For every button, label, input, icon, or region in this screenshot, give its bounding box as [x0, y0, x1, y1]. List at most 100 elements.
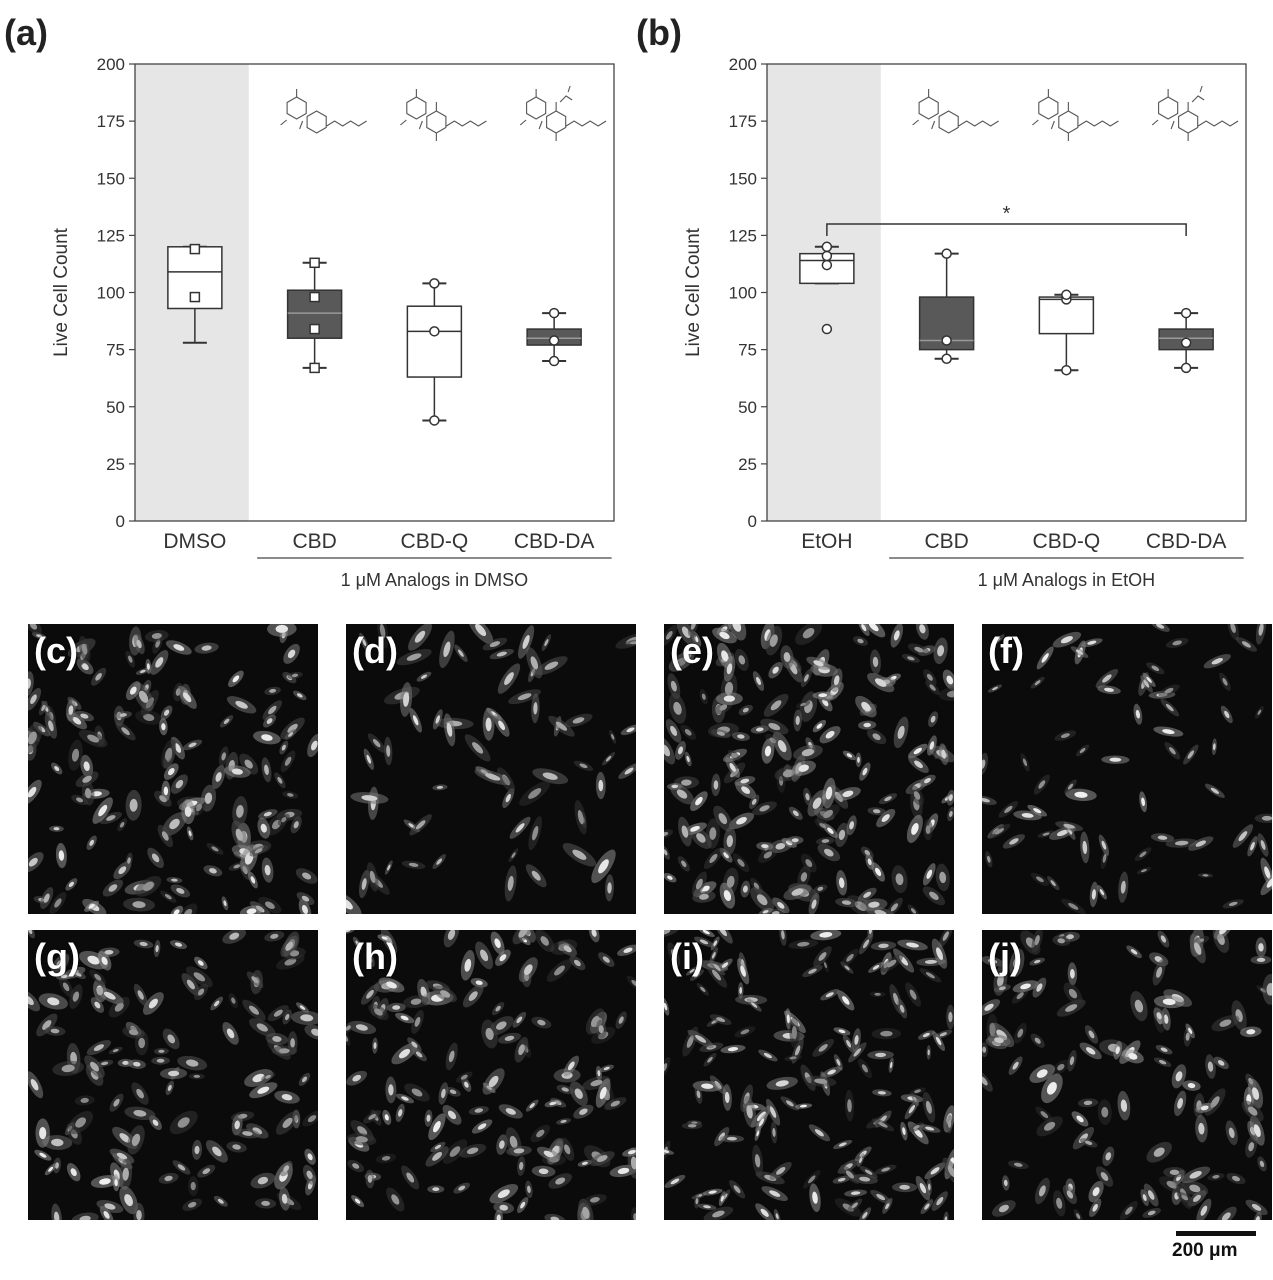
cell-nucleus — [113, 1098, 120, 1107]
cell-nucleus — [232, 1144, 241, 1150]
cell-nucleus — [477, 1123, 487, 1130]
cell-nucleus — [700, 986, 706, 992]
cell-nucleus — [174, 942, 183, 947]
cell-nucleus — [818, 693, 828, 698]
cell-nucleus — [890, 903, 899, 912]
cell-nucleus — [1264, 866, 1271, 879]
cell-nucleus — [927, 1049, 930, 1056]
cell-nucleus — [302, 904, 308, 914]
cell-nucleus — [1115, 1046, 1120, 1055]
cell-nucleus — [496, 1214, 501, 1220]
cell-nucleus — [791, 888, 804, 896]
cell-nucleus — [100, 1061, 109, 1066]
cell-nucleus — [670, 1178, 680, 1185]
cell-nucleus — [411, 1088, 423, 1097]
cell-nucleus — [811, 899, 817, 909]
cell-nucleus — [686, 755, 690, 763]
cell-nucleus — [1033, 808, 1042, 814]
cell-nucleus — [579, 1108, 588, 1115]
cell-nucleus — [992, 686, 998, 691]
structure-icon-b-1 — [912, 89, 999, 134]
cell-nucleus — [101, 956, 108, 965]
cell-nucleus — [1151, 665, 1160, 671]
cell-nucleus — [281, 817, 287, 823]
cell-nucleus — [211, 846, 219, 852]
cell-nucleus — [355, 940, 360, 947]
cell-nucleus — [233, 864, 241, 869]
cell-nucleus — [504, 1035, 515, 1041]
data-point-3 — [309, 257, 320, 269]
data-point-1 — [309, 323, 320, 335]
cell-nucleus — [550, 1216, 560, 1220]
data-point-1 — [821, 259, 833, 271]
cell-nucleus — [464, 958, 472, 972]
cell-nucleus — [1099, 889, 1105, 896]
cell-nucleus — [823, 809, 834, 819]
cell-nucleus — [80, 1097, 89, 1103]
cell-nucleus — [120, 822, 125, 828]
cell-nucleus — [724, 1091, 730, 1104]
cell-nucleus — [406, 1172, 415, 1183]
cell-nucleus — [948, 1011, 953, 1023]
cell-nucleus — [789, 1056, 797, 1060]
cell-nucleus — [1092, 1203, 1098, 1212]
panel-label-f: (f) — [988, 630, 1024, 671]
cell-nucleus — [415, 820, 426, 830]
cell-nucleus — [1044, 1121, 1056, 1131]
cell-nucleus — [1158, 1060, 1167, 1065]
cell-nucleus — [741, 786, 751, 794]
cell-nucleus — [522, 635, 530, 649]
box-cbd — [918, 248, 975, 365]
cell-nucleus — [250, 876, 256, 884]
cell-nucleus — [496, 1021, 507, 1030]
cell-nucleus — [1222, 677, 1228, 686]
panel-label-b: (b) — [636, 12, 682, 53]
cell-nucleus — [723, 890, 732, 902]
cell-nucleus — [713, 780, 719, 790]
micrograph-d-image — [346, 624, 636, 914]
cell-nucleus — [929, 684, 936, 691]
data-point-0 — [309, 362, 320, 374]
cell-nucleus — [761, 844, 769, 849]
data-point-2 — [429, 278, 440, 289]
group-label: 1 μM Analogs in DMSO — [341, 570, 528, 590]
structure-icon-a-3 — [519, 85, 607, 141]
cell-nucleus — [440, 990, 451, 998]
data-point-0 — [821, 323, 833, 335]
cell-nucleus — [1092, 1187, 1100, 1197]
cell-nucleus — [543, 1150, 554, 1158]
cell-nucleus — [1056, 1197, 1063, 1209]
data-point-0 — [941, 353, 952, 365]
cell-nucleus — [266, 718, 273, 724]
cell-nucleus — [696, 1090, 701, 1099]
cell-nucleus — [132, 901, 146, 909]
micrograph-d: (d) — [346, 624, 636, 914]
scale-bar — [1176, 1231, 1256, 1236]
cell-nucleus — [771, 911, 780, 914]
cell-nucleus — [1101, 840, 1107, 850]
cell-nucleus — [528, 788, 542, 799]
y-tick-label-100: 100 — [729, 284, 757, 303]
cell-nucleus — [908, 1104, 916, 1114]
cell-nucleus — [263, 811, 272, 817]
cell-nucleus — [1195, 840, 1207, 847]
data-point-1 — [189, 243, 201, 255]
cell-nucleus — [709, 853, 718, 863]
cell-nucleus — [863, 722, 871, 728]
cell-nucleus — [713, 940, 718, 947]
y-tick-label-175: 175 — [97, 112, 125, 131]
cell-nucleus — [288, 732, 294, 737]
micrograph-g: (g) — [28, 930, 318, 1220]
cell-nucleus — [81, 643, 88, 655]
cell-nucleus — [786, 1014, 790, 1024]
cell-nucleus — [374, 1008, 383, 1016]
cell-nucleus — [79, 1215, 91, 1220]
cell-nucleus — [373, 1042, 377, 1049]
cell-nucleus — [76, 797, 84, 803]
cell-nucleus — [911, 822, 919, 835]
cell-nucleus — [756, 727, 764, 732]
y-tick-label-175: 175 — [729, 112, 757, 131]
cell-nucleus — [681, 626, 691, 639]
cell-nucleus — [800, 872, 808, 882]
cell-nucleus — [221, 752, 226, 761]
